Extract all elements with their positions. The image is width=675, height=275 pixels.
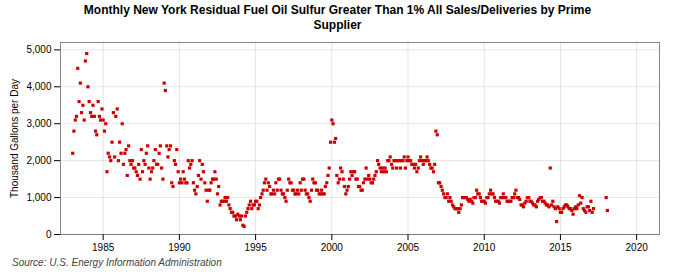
svg-text:3,000: 3,000 xyxy=(26,118,51,129)
html-text:Source: U.S. Energy Informatio: Source: U.S. Energy Information Administ… xyxy=(12,257,222,268)
svg-text:2015: 2015 xyxy=(549,242,572,253)
svg-text:1990: 1990 xyxy=(168,242,191,253)
svg-text:4,000: 4,000 xyxy=(26,81,51,92)
svg-text:0: 0 xyxy=(46,229,52,240)
svg-text:Thousand Gallons per Day: Thousand Gallons per Day xyxy=(9,79,20,198)
svg-text:1985: 1985 xyxy=(92,242,115,253)
svg-text:1995: 1995 xyxy=(244,242,267,253)
svg-text:2010: 2010 xyxy=(473,242,496,253)
svg-text:2000: 2000 xyxy=(321,242,344,253)
svg-text:1,000: 1,000 xyxy=(26,192,51,203)
svg-text:2020: 2020 xyxy=(626,242,649,253)
svg-text:2005: 2005 xyxy=(397,242,420,253)
html-text:Monthly New York Residual Fuel: Monthly New York Residual Fuel Oil Sulfu… xyxy=(83,3,592,32)
svg-text:5,000: 5,000 xyxy=(26,44,51,55)
svg-text:2,000: 2,000 xyxy=(26,155,51,166)
